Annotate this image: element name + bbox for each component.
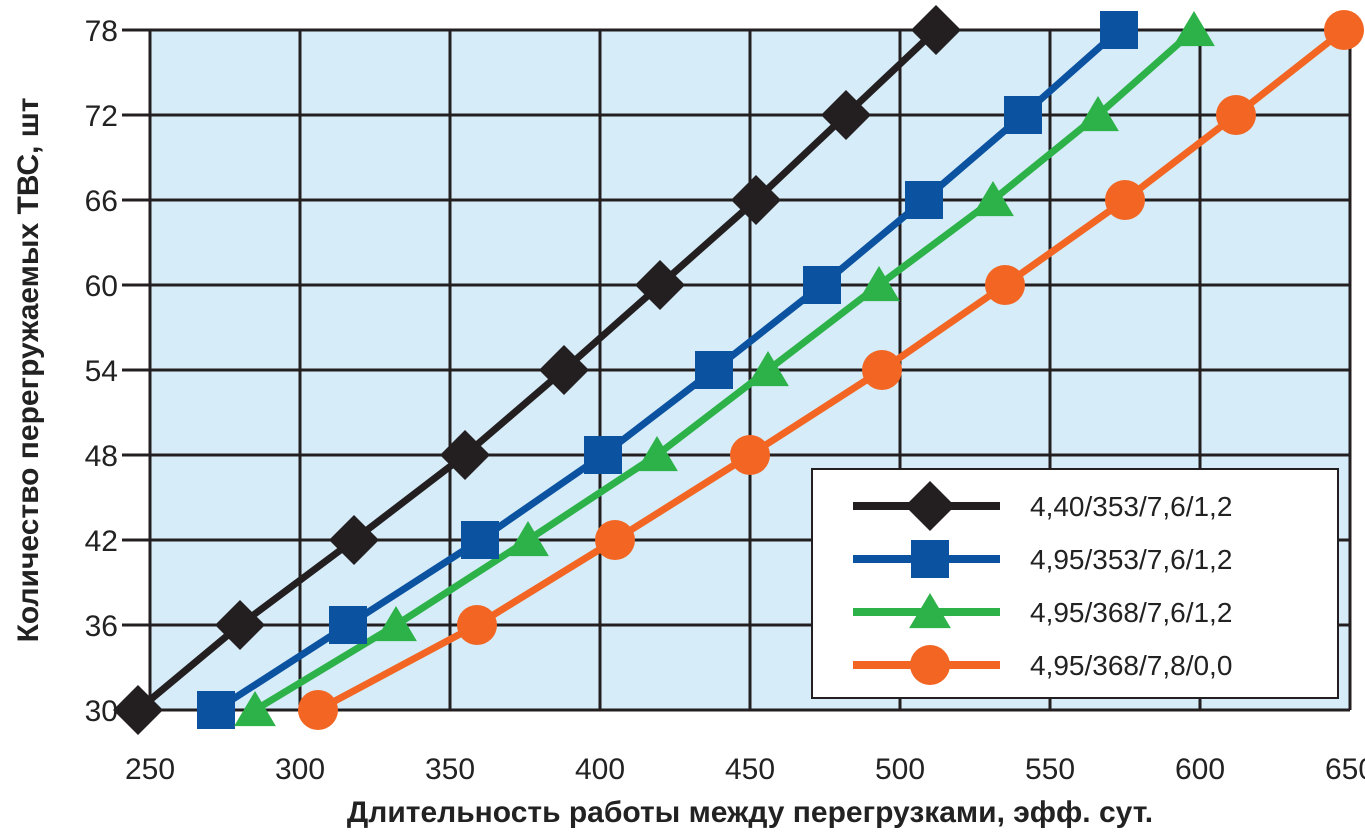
legend-label: 4,95/368/7,6/1,2 xyxy=(1030,597,1232,628)
legend-marker-diamond xyxy=(905,481,955,531)
data-point-circle xyxy=(457,605,497,645)
data-point-circle xyxy=(1216,95,1256,135)
data-point-diamond xyxy=(215,600,265,650)
tick-labels: 250 300 350 400 450 500 550 600 650 30 36 42 48 54 60 6… xyxy=(85,15,1365,786)
data-point-triangle xyxy=(972,181,1014,217)
y-tick-label: 66 xyxy=(85,185,118,218)
data-point-circle xyxy=(985,265,1025,305)
data-point-triangle xyxy=(234,691,276,727)
legend-label: 4,95/353/7,6/1,2 xyxy=(1030,544,1232,575)
data-point-diamond xyxy=(731,175,781,225)
x-tick-label: 500 xyxy=(875,753,925,786)
data-point-square xyxy=(905,181,943,219)
data-point-diamond xyxy=(113,685,163,735)
data-point-diamond xyxy=(329,515,379,565)
data-point-square xyxy=(695,351,733,389)
data-point-square xyxy=(329,606,367,644)
legend-marker-triangle xyxy=(909,593,951,629)
x-tick-label: 600 xyxy=(1175,753,1225,786)
y-tick-label: 30 xyxy=(85,695,118,728)
data-point-circle xyxy=(298,690,338,730)
data-point-triangle xyxy=(747,351,789,387)
data-point-diamond xyxy=(821,90,871,140)
data-point-circle xyxy=(595,520,635,560)
series-markers xyxy=(113,5,1364,735)
y-tick-label: 72 xyxy=(85,100,118,133)
x-tick-label: 550 xyxy=(1025,753,1075,786)
data-point-circle xyxy=(862,350,902,390)
x-tick-label: 350 xyxy=(425,753,475,786)
y-axis-title: Количество перегружаемых ТВС, шт xyxy=(12,98,45,643)
x-tick-label: 450 xyxy=(725,753,775,786)
data-point-diamond xyxy=(635,260,685,310)
data-point-triangle xyxy=(636,436,678,472)
data-point-diamond xyxy=(911,5,961,55)
x-tick-label: 250 xyxy=(125,753,175,786)
legend-marker-circle xyxy=(910,645,950,685)
data-point-triangle xyxy=(507,521,549,557)
data-point-triangle xyxy=(858,266,900,302)
y-tick-label: 36 xyxy=(85,610,118,643)
y-tick-label: 78 xyxy=(85,15,118,48)
y-tick-label: 60 xyxy=(85,270,118,303)
data-point-triangle xyxy=(1077,96,1119,132)
data-point-square xyxy=(1100,11,1138,49)
y-tick-label: 48 xyxy=(85,440,118,473)
x-axis-title: Длительность работы между перегрузками, … xyxy=(347,796,1153,829)
data-point-diamond xyxy=(440,430,490,480)
data-point-square xyxy=(803,266,841,304)
data-point-diamond xyxy=(539,345,589,395)
data-point-triangle xyxy=(1173,11,1215,47)
data-point-triangle xyxy=(375,606,417,642)
y-tick-label: 54 xyxy=(85,355,118,388)
legend-marker-square xyxy=(911,540,949,578)
data-point-square xyxy=(197,691,235,729)
x-tick-label: 650 xyxy=(1325,753,1365,786)
data-point-square xyxy=(1004,96,1042,134)
legend-label: 4,95/368/7,8/0,0 xyxy=(1030,650,1232,681)
legend: 4,40/353/7,6/1,2 4,95/353/7,6/1,2 4,95/368… xyxy=(811,468,1339,699)
data-point-circle xyxy=(1105,180,1145,220)
x-tick-label: 300 xyxy=(275,753,325,786)
data-point-square xyxy=(461,521,499,559)
data-point-circle xyxy=(1324,10,1364,50)
data-point-circle xyxy=(730,435,770,475)
y-tick-label: 42 xyxy=(85,525,118,558)
legend-label: 4,40/353/7,6/1,2 xyxy=(1030,491,1232,522)
x-tick-label: 400 xyxy=(575,753,625,786)
data-point-square xyxy=(584,436,622,474)
